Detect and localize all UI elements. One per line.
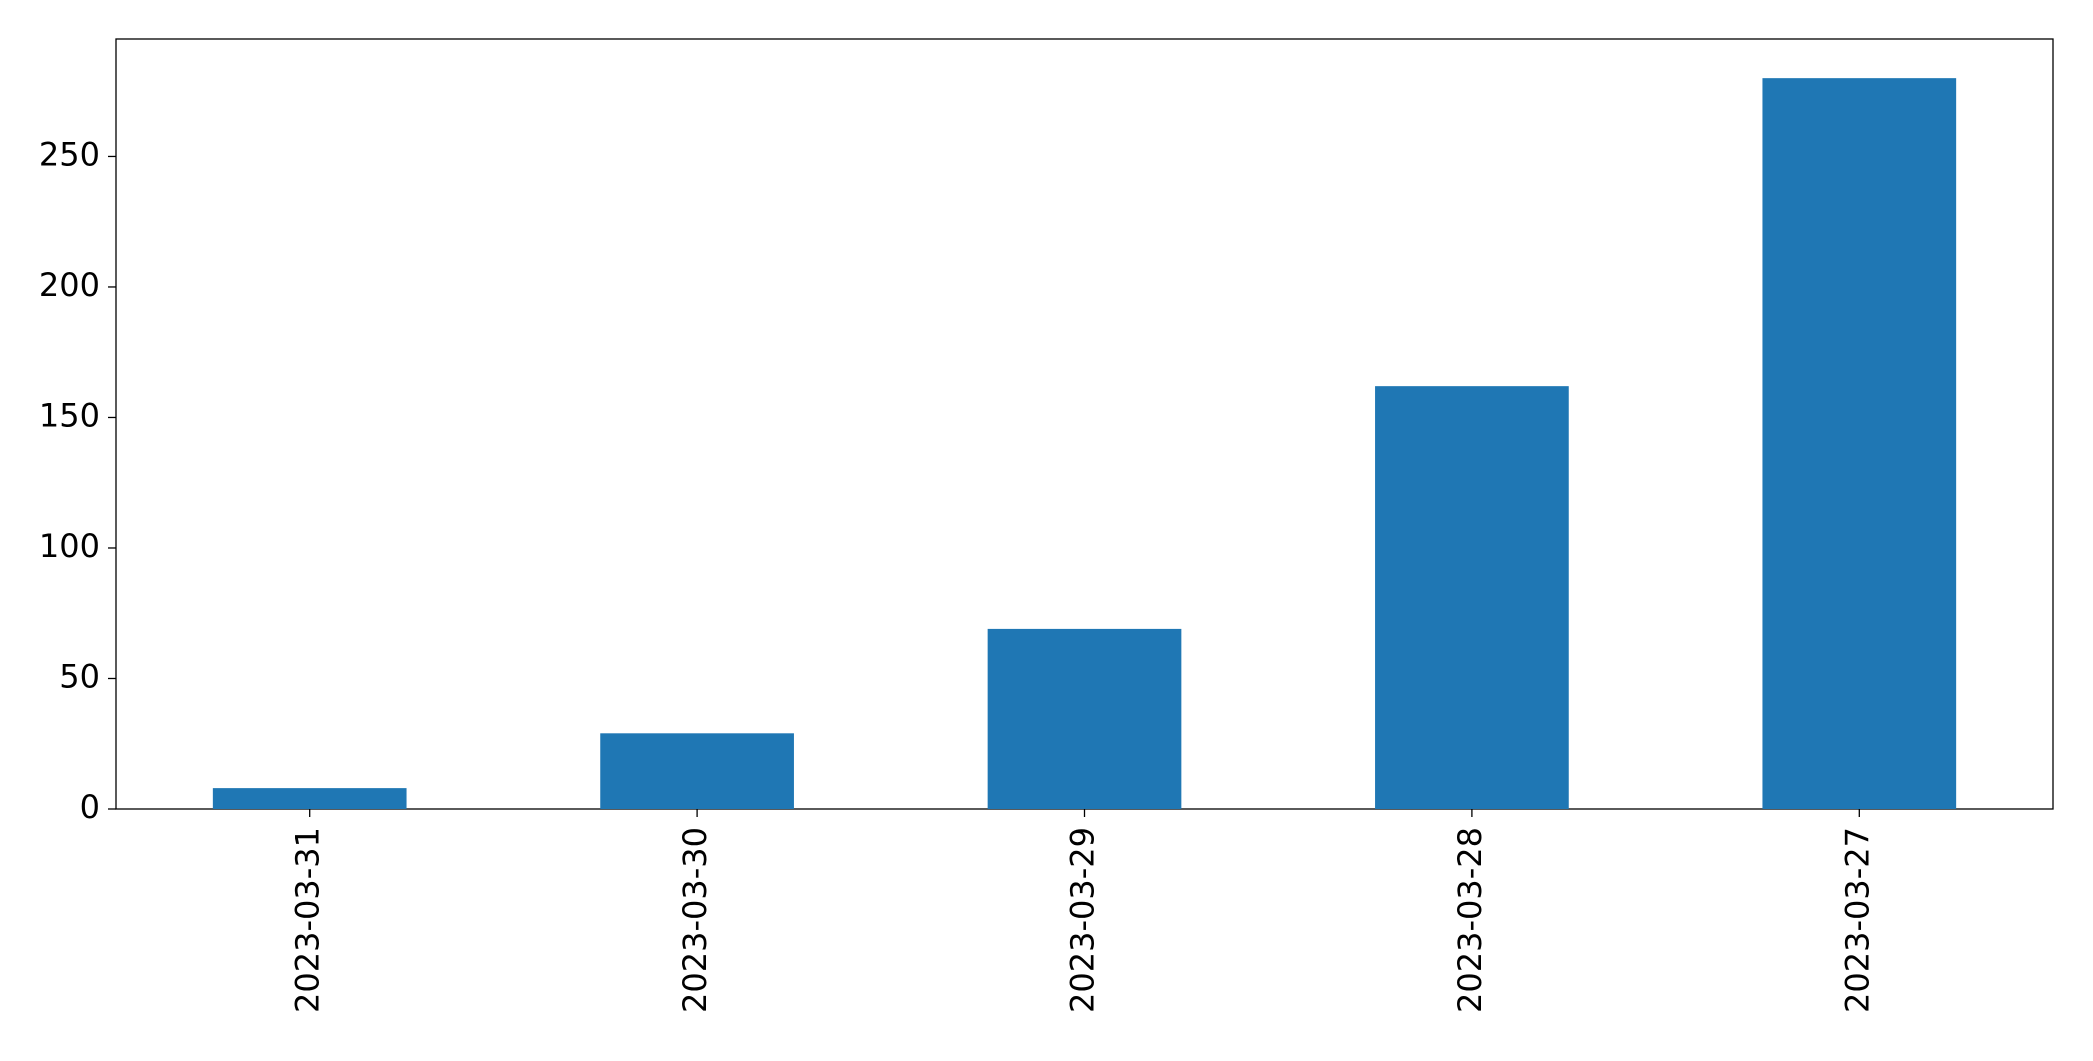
y-tick-label: 50: [59, 657, 100, 695]
y-tick-label: 100: [39, 527, 100, 565]
bar: [1762, 78, 1957, 810]
y-tick-label: 200: [39, 266, 100, 304]
y-tick-label: 0: [80, 788, 100, 826]
x-tick-label: 2023-03-30: [676, 827, 714, 1013]
x-tick-label: 2023-03-29: [1064, 827, 1102, 1013]
bar: [987, 628, 1182, 809]
y-tick-label: 150: [39, 396, 100, 434]
bar: [1375, 386, 1569, 809]
x-tick-label: 2023-03-27: [1838, 827, 1876, 1013]
bar: [600, 733, 794, 809]
bar: [212, 788, 407, 809]
y-tick-label: 250: [39, 135, 100, 173]
x-tick-label: 2023-03-28: [1451, 827, 1489, 1013]
x-tick-label: 2023-03-31: [289, 827, 327, 1013]
